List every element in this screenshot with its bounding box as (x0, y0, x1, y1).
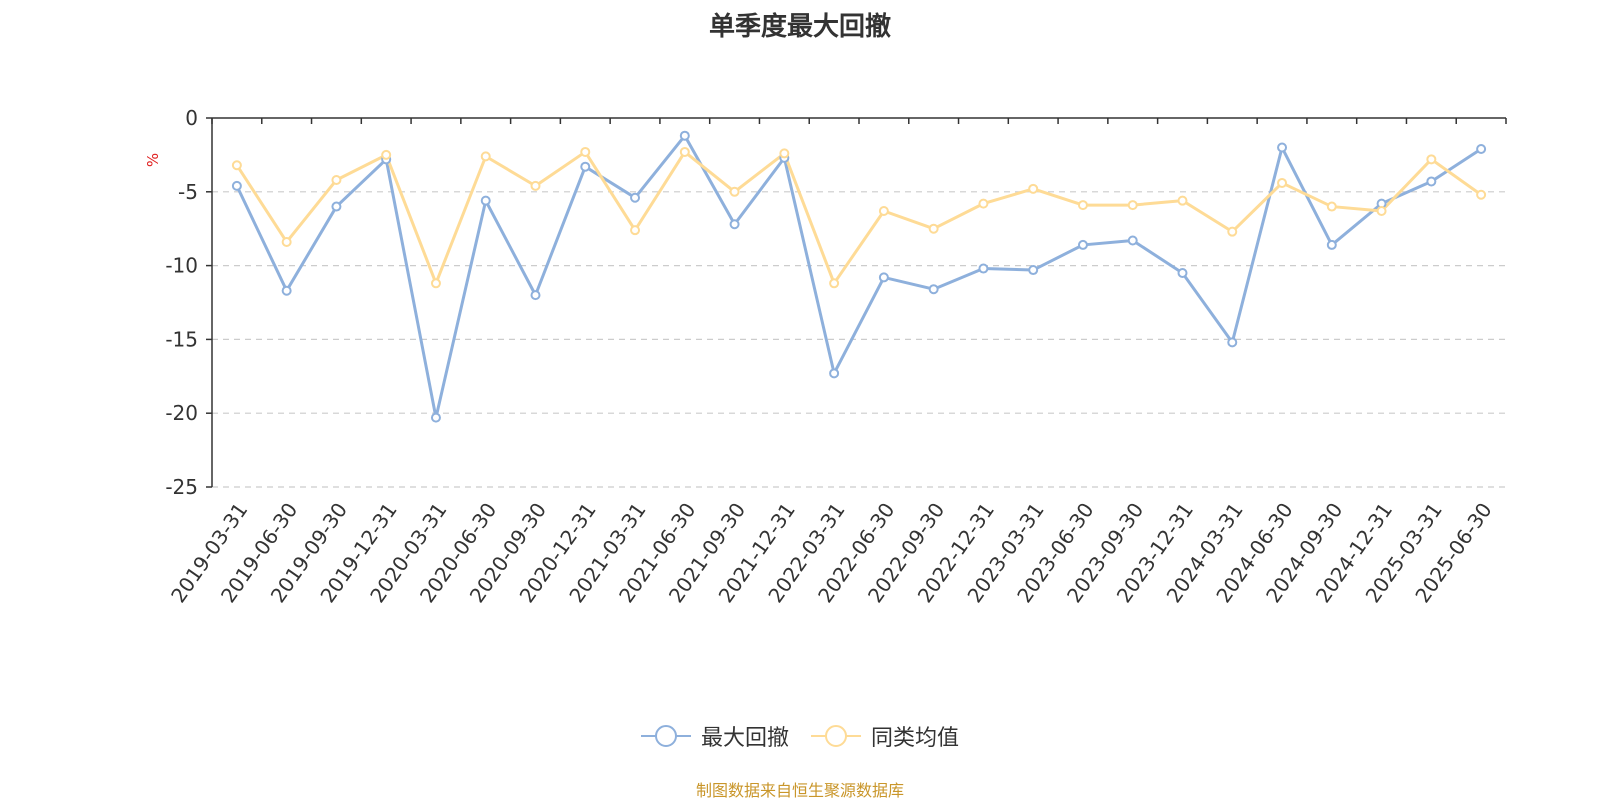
data-point[interactable] (1326, 201, 1337, 212)
data-point[interactable] (1028, 265, 1039, 276)
series-line-1 (235, 150, 1482, 285)
data-point[interactable] (281, 285, 292, 296)
data-point[interactable] (1028, 183, 1039, 194)
series-layer (231, 130, 1487, 423)
data-point[interactable] (878, 272, 889, 283)
data-point[interactable] (1227, 337, 1238, 348)
legend-swatch-category-average (811, 725, 861, 747)
data-point[interactable] (1277, 177, 1288, 188)
y-tick-label: -20 (165, 401, 198, 425)
y-tick-label: -5 (178, 180, 198, 204)
data-point[interactable] (530, 180, 541, 191)
data-point[interactable] (978, 198, 989, 209)
data-point[interactable] (829, 278, 840, 289)
data-point[interactable] (331, 174, 342, 185)
y-tick-label: 0 (185, 106, 198, 130)
axis-layer: 0-5-10-15-20-252019-03-312019-06-302019-… (165, 106, 1507, 607)
data-point[interactable] (331, 201, 342, 212)
data-point[interactable] (1426, 176, 1437, 187)
data-point[interactable] (1077, 200, 1088, 211)
data-point[interactable] (878, 205, 889, 216)
data-point[interactable] (480, 151, 491, 162)
data-point[interactable] (1326, 239, 1337, 250)
legend-item-max-drawdown[interactable]: 最大回撤 (640, 720, 789, 752)
legend-label-category-average: 同类均值 (871, 726, 960, 751)
data-point[interactable] (978, 263, 989, 274)
legend-swatch-max-drawdown (640, 725, 691, 747)
data-point[interactable] (1476, 143, 1487, 154)
data-point[interactable] (1077, 239, 1088, 250)
data-point[interactable] (630, 225, 641, 236)
series-line-0 (235, 134, 1482, 420)
data-point[interactable] (1177, 195, 1188, 206)
data-point[interactable] (580, 146, 591, 157)
data-point[interactable] (1177, 267, 1188, 278)
data-point[interactable] (1476, 189, 1487, 200)
data-point[interactable] (430, 412, 441, 423)
data-point[interactable] (1127, 235, 1138, 246)
data-point[interactable] (779, 148, 790, 159)
data-point[interactable] (1227, 226, 1238, 237)
legend-item-category-average[interactable]: 同类均值 (811, 720, 959, 752)
y-tick-label: -10 (165, 254, 198, 278)
data-point[interactable] (1277, 142, 1288, 153)
data-point[interactable] (231, 180, 242, 191)
data-source-note: 制图数据来自恒生聚源数据库 (695, 781, 904, 800)
data-point[interactable] (1376, 205, 1387, 216)
data-point[interactable] (729, 219, 740, 230)
grid-layer (212, 191, 1506, 488)
data-point[interactable] (480, 195, 491, 206)
y-axis-unit-label: % (144, 153, 162, 167)
data-point[interactable] (829, 368, 840, 379)
data-point[interactable] (1426, 154, 1437, 165)
y-tick-label: -25 (165, 475, 198, 499)
data-point[interactable] (381, 149, 392, 160)
data-point[interactable] (580, 161, 591, 172)
data-point[interactable] (630, 192, 641, 203)
data-point[interactable] (430, 278, 441, 289)
data-point[interactable] (1127, 200, 1138, 211)
data-point[interactable] (231, 160, 242, 171)
data-point[interactable] (679, 146, 690, 157)
data-point[interactable] (679, 130, 690, 141)
y-tick-label: -15 (165, 327, 198, 351)
legend: 最大回撤 同类均值 (0, 720, 1600, 752)
data-point[interactable] (530, 290, 541, 301)
legend-label-max-drawdown: 最大回撤 (700, 726, 789, 751)
chart-title: 单季度最大回撤 (708, 12, 891, 42)
data-point[interactable] (928, 223, 939, 234)
data-point[interactable] (928, 284, 939, 295)
data-point[interactable] (729, 186, 740, 197)
data-point[interactable] (281, 236, 292, 247)
